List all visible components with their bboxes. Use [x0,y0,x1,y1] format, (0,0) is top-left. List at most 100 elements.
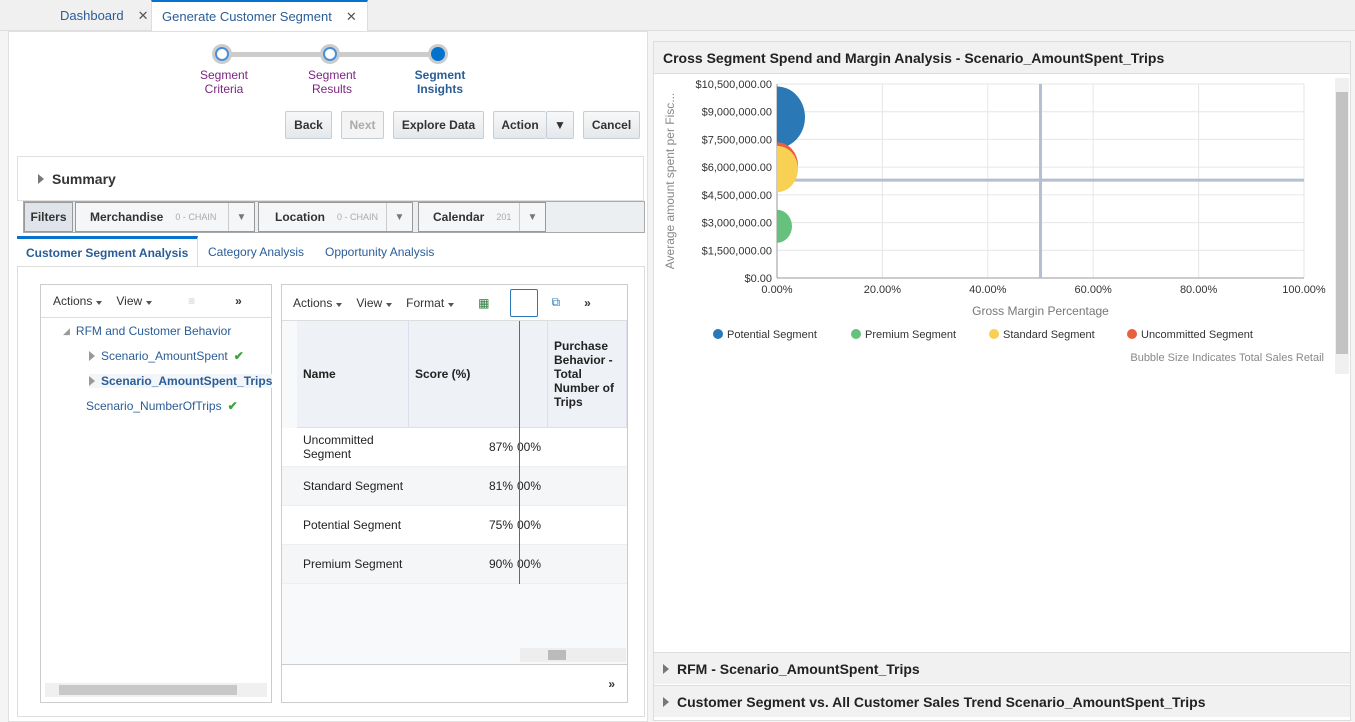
x-tick-label: 20.00% [864,284,902,296]
vertical-scrollbar[interactable] [1335,78,1349,374]
horizontal-scrollbar[interactable] [520,648,626,662]
legend-marker [851,329,861,339]
expand-icon [89,351,95,361]
filter-location[interactable]: Location 0 - CHAIN ▼ [258,202,413,232]
filter-merchandise[interactable]: Merchandise 0 - CHAIN ▼ [75,202,255,232]
tab-label: Dashboard [60,8,124,23]
column-header-trips[interactable]: Purchase Behavior - Total Number of Trip… [548,321,627,428]
train-label-results[interactable]: Segment Results [307,68,357,96]
table-row[interactable]: Potential Segment 75% 00% [282,506,627,545]
grid-actions-menu[interactable]: Actions [293,296,343,310]
y-tick-label: $0.00 [744,273,772,285]
expand-icon [89,376,95,386]
tree-node-amountspent[interactable]: Scenario_AmountSpent ✔ [89,349,244,363]
column-header-score[interactable]: Score (%) [409,321,520,428]
train-label-criteria[interactable]: Segment Criteria [199,68,249,96]
legend-marker [989,329,999,339]
section-sales-trend[interactable]: Customer Segment vs. All Customer Sales … [654,685,1350,717]
x-axis-title: Gross Margin Percentage [972,304,1109,318]
close-icon[interactable]: ✕ [345,8,357,24]
summary-label: Summary [52,170,116,187]
bubble-premium-segment[interactable] [762,209,792,243]
y-tick-label: $6,000,000.00 [702,162,772,174]
action-button[interactable]: Action [493,111,546,139]
table-row[interactable]: Premium Segment 90% 00% [282,545,627,584]
tab-generate-customer-segment[interactable]: Generate Customer Segment ✕ [151,0,368,31]
chevron-down-icon[interactable]: ▼ [519,203,545,231]
legend-marker [1127,329,1137,339]
y-tick-label: $7,500,000.00 [702,134,772,146]
bubble-standard-segment[interactable] [756,145,798,193]
train-label-insights[interactable]: Segment Insights [414,68,466,96]
overflow-button[interactable]: » [608,676,615,691]
y-tick-label: $9,000,000.00 [702,107,772,119]
legend-marker [713,329,723,339]
explore-data-button[interactable]: Explore Data [393,111,484,139]
checkmark-icon: ✔ [227,399,238,413]
legend-label: Standard Segment [1003,329,1095,341]
expand-icon [38,173,44,184]
chevron-down-icon[interactable]: ▼ [228,203,254,231]
bubble-chart: $0.00 $1,500,000.00 $3,000,000.00 $4,500,00… [663,79,1326,364]
frozen-column-divider[interactable] [519,321,520,584]
train-stop-insights[interactable] [428,44,448,64]
filter-calendar[interactable]: Calendar 201 ▼ [418,202,546,232]
chevron-down-icon: ▼ [554,118,566,132]
table-footer: » [282,664,627,702]
y-tick-label: $3,000,000.00 [702,218,772,230]
table-row[interactable]: Uncommitted Segment 87% 00% [282,428,627,467]
tab-dashboard[interactable]: Dashboard ✕ [50,0,159,31]
scenario-tree-panel: Actions View ≡ » ◢ RFM and Customer Behav… [40,284,273,703]
x-tick-label: 0.00% [761,284,792,296]
tree-view-menu[interactable]: View [116,294,153,308]
tab-customer-segment-analysis[interactable]: Customer Segment Analysis [17,236,199,267]
tab-category-analysis[interactable]: Category Analysis [208,244,305,259]
tab-opportunity-analysis[interactable]: Opportunity Analysis [325,244,435,259]
expand-icon [663,663,669,674]
cancel-button[interactable]: Cancel [583,111,640,139]
expand-icon [663,696,669,707]
section-rfm[interactable]: RFM - Scenario_AmountSpent_Trips [654,652,1350,684]
x-tick-label: 80.00% [1180,284,1218,296]
collapse-icon: ◢ [63,325,70,336]
back-button[interactable]: Back [285,111,332,139]
freeze-button[interactable] [509,288,538,317]
panel-title: Cross Segment Spend and Margin Analysis … [654,42,1350,74]
table-row[interactable]: Standard Segment 81% 00% [282,467,627,506]
action-dropdown-button[interactable]: ▼ [546,111,574,139]
overflow-button[interactable]: » [584,295,591,310]
y-tick-label: $10,500,000.00 [696,79,772,91]
tree-node-amountspent-trips[interactable]: Scenario_AmountSpent_Trips [89,374,273,388]
close-icon[interactable]: ✕ [137,7,149,23]
analysis-tabs [17,236,645,267]
train-stop-criteria[interactable] [212,44,232,64]
filter-icon[interactable]: ≡ [188,294,196,308]
chevron-down-icon[interactable]: ▼ [386,203,412,231]
legend-label: Potential Segment [727,329,817,341]
analysis-content [17,267,645,717]
right-pane [653,41,1351,721]
tree-actions-menu[interactable]: Actions [53,294,103,308]
checkmark-icon: ✔ [233,349,244,363]
x-tick-label: 40.00% [969,284,1007,296]
next-button[interactable]: Next [341,111,384,139]
legend-label: Premium Segment [865,329,956,341]
x-tick-label: 60.00% [1075,284,1113,296]
summary-header[interactable]: Summary [17,156,644,201]
filters-label[interactable]: Filters [24,202,73,232]
horizontal-scrollbar[interactable] [45,683,267,697]
y-tick-label: $4,500,000.00 [702,190,772,202]
overflow-button[interactable]: » [235,294,242,308]
tree-node-numberoftrips[interactable]: Scenario_NumberOfTrips ✔ [86,399,238,413]
legend-label: Uncommitted Segment [1141,329,1253,341]
export-excel-icon[interactable]: ▦ [478,295,490,310]
grid-format-menu[interactable]: Format [406,296,455,310]
column-header-name[interactable]: Name [297,321,409,428]
table-body: Uncommitted Segment 87% 00% Standard Segme… [282,428,627,584]
grid-view-menu[interactable]: View [356,296,393,310]
tree-node-rfm[interactable]: ◢ RFM and Customer Behavior [63,324,232,338]
y-tick-label: $1,500,000.00 [702,245,772,257]
train-stop-results[interactable] [320,44,340,64]
bubble-potential-segment[interactable] [749,86,805,149]
detach-icon[interactable]: ⧉ [551,295,561,309]
